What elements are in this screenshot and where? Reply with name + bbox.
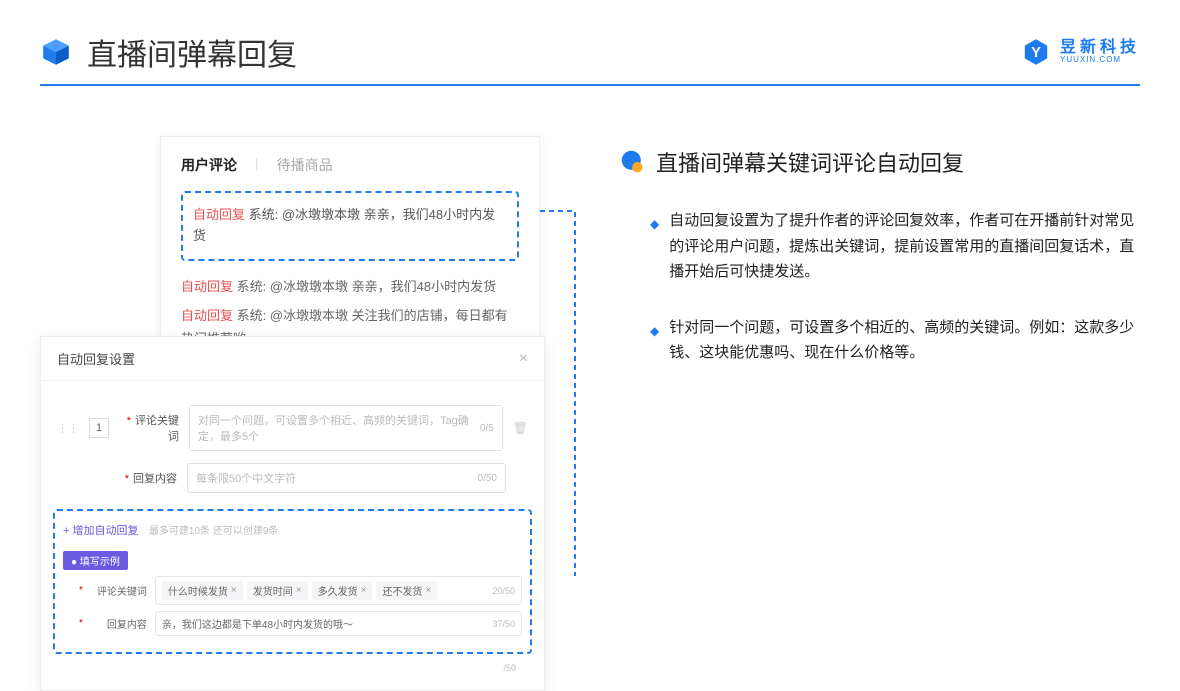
keyword-row: ⋮⋮ 1 *评论关键词 对同一个问题，可设置多个相近、高频的关键词，Tag确定，… (41, 399, 544, 457)
add-reply-hint: 最多可建10条 还可以创建9条 (149, 526, 278, 537)
ex-keyword-box[interactable]: 什么时候发货× 发货时间× 多久发货× 还不发货× 20/50 (155, 576, 522, 605)
add-reply-link[interactable]: + 增加自动回复 (63, 525, 138, 537)
ex-content-text: 亲，我们这边都是下单48小时内发货的哦～ (162, 616, 353, 631)
sequence-number: 1 (89, 418, 109, 438)
content-placeholder: 每条限50个中文字符 (196, 470, 296, 486)
right-column: 直播间弹幕关键词评论自动回复 ◆ 自动回复设置为了提升作者的评论回复效率，作者可… (620, 136, 1140, 616)
drag-handle-icon[interactable]: ⋮⋮ (57, 422, 79, 435)
settings-title: 自动回复设置 (57, 349, 135, 368)
bullet-item: ◆ 针对同一个问题，可设置多个相近的、高频的关键词。例如：这款多少钱、这块能优惠… (620, 315, 1140, 366)
auto-reply-label: 自动回复 (193, 207, 245, 222)
header-left: 直播间弹幕回复 (40, 30, 297, 74)
tag-chip[interactable]: 多久发货× (312, 581, 373, 600)
bullet-text: 针对同一个问题，可设置多个相近的、高频的关键词。例如：这款多少钱、这块能优惠吗、… (669, 315, 1140, 366)
trailing-count: /50 (503, 663, 516, 673)
tag-chip[interactable]: 发货时间× (247, 581, 308, 600)
close-icon[interactable]: × (519, 350, 528, 368)
keyword-placeholder: 对同一个问题，可设置多个相近、高频的关键词，Tag确定，最多5个 (198, 412, 480, 444)
left-column: 用户评论 | 待播商品 自动回复 系统: @冰墩墩本墩 亲亲，我们48小时内发货… (40, 136, 570, 616)
page-title: 直播间弹幕回复 (87, 30, 297, 74)
diamond-bullet-icon: ◆ (650, 321, 659, 366)
content-row: *回复内容 每条限50个中文字符 0/50 (41, 457, 544, 499)
tab-products[interactable]: 待播商品 (277, 155, 333, 175)
chat-bubble-icon (620, 149, 646, 175)
brand-url: YUUXIN.COM (1060, 56, 1140, 64)
section-title: 直播间弹幕关键词评论自动回复 (656, 146, 964, 178)
content-counter: 0/50 (478, 473, 497, 484)
ex-content-label: 回复内容 (95, 616, 147, 631)
example-section: + 增加自动回复 最多可建10条 还可以创建9条 ● 填写示例 * 评论关键词 … (53, 509, 532, 654)
keyword-counter: 0/5 (480, 423, 494, 434)
brand: Y 昱新科技 YUUXIN.COM (1020, 36, 1140, 68)
example-badge: ● 填写示例 (63, 551, 128, 570)
auto-reply-label: 自动回复 (181, 279, 233, 294)
tab-divider: | (255, 155, 259, 175)
trash-icon[interactable]: 🗑 (513, 421, 528, 435)
auto-reply-label: 自动回复 (181, 308, 233, 323)
ex-keyword-count: 20/50 (492, 586, 515, 596)
comment-row: 自动回复 系统: @冰墩墩本墩 亲亲，我们48小时内发货 (181, 275, 519, 298)
keyword-input[interactable]: 对同一个问题，可设置多个相近、高频的关键词，Tag确定，最多5个 0/5 (189, 405, 503, 451)
brand-name: 昱新科技 (1060, 40, 1140, 56)
section-title-row: 直播间弹幕关键词评论自动回复 (620, 146, 1140, 178)
ex-keyword-label: 评论关键词 (95, 583, 147, 598)
keyword-label: *评论关键词 (119, 412, 179, 444)
ex-content-count: 37/50 (492, 619, 515, 629)
comment-text: 系统: @冰墩墩本墩 亲亲，我们48小时内发货 (233, 279, 496, 294)
brand-logo-icon: Y (1020, 36, 1052, 68)
settings-header: 自动回复设置 × (41, 337, 544, 381)
content-input[interactable]: 每条限50个中文字符 0/50 (187, 463, 506, 493)
bullet-text: 自动回复设置为了提升作者的评论回复效率，作者可在开播前针对常见的评论用户问题，提… (669, 208, 1140, 285)
content-label: *回复内容 (117, 470, 177, 486)
tag-chip[interactable]: 还不发货× (376, 581, 437, 600)
tag-chip[interactable]: 什么时候发货× (162, 581, 243, 600)
ex-content-box[interactable]: 亲，我们这边都是下单48小时内发货的哦～ 37/50 (155, 611, 522, 636)
diamond-bullet-icon: ◆ (650, 214, 659, 285)
svg-text:Y: Y (1031, 45, 1041, 61)
ex-tags-wrap: 什么时候发货× 发货时间× 多久发货× 还不发货× (162, 581, 441, 600)
cube-icon (40, 36, 72, 68)
header: 直播间弹幕回复 Y 昱新科技 YUUXIN.COM (0, 0, 1180, 74)
content: 用户评论 | 待播商品 自动回复 系统: @冰墩墩本墩 亲亲，我们48小时内发货… (0, 86, 1180, 616)
tabs: 用户评论 | 待播商品 (181, 155, 519, 175)
brand-text: 昱新科技 YUUXIN.COM (1060, 40, 1140, 64)
settings-card: 自动回复设置 × ⋮⋮ 1 *评论关键词 对同一个问题，可设置多个相近、高频的关… (40, 336, 545, 691)
bullet-item: ◆ 自动回复设置为了提升作者的评论回复效率，作者可在开播前针对常见的评论用户问题… (620, 208, 1140, 285)
highlighted-comment: 自动回复 系统: @冰墩墩本墩 亲亲，我们48小时内发货 (181, 191, 519, 261)
example-content-row: * 回复内容 亲，我们这边都是下单48小时内发货的哦～ 37/50 (63, 611, 522, 636)
example-keyword-row: * 评论关键词 什么时候发货× 发货时间× 多久发货× 还不发货× 20/50 (63, 576, 522, 605)
tab-user-comments[interactable]: 用户评论 (181, 155, 237, 175)
